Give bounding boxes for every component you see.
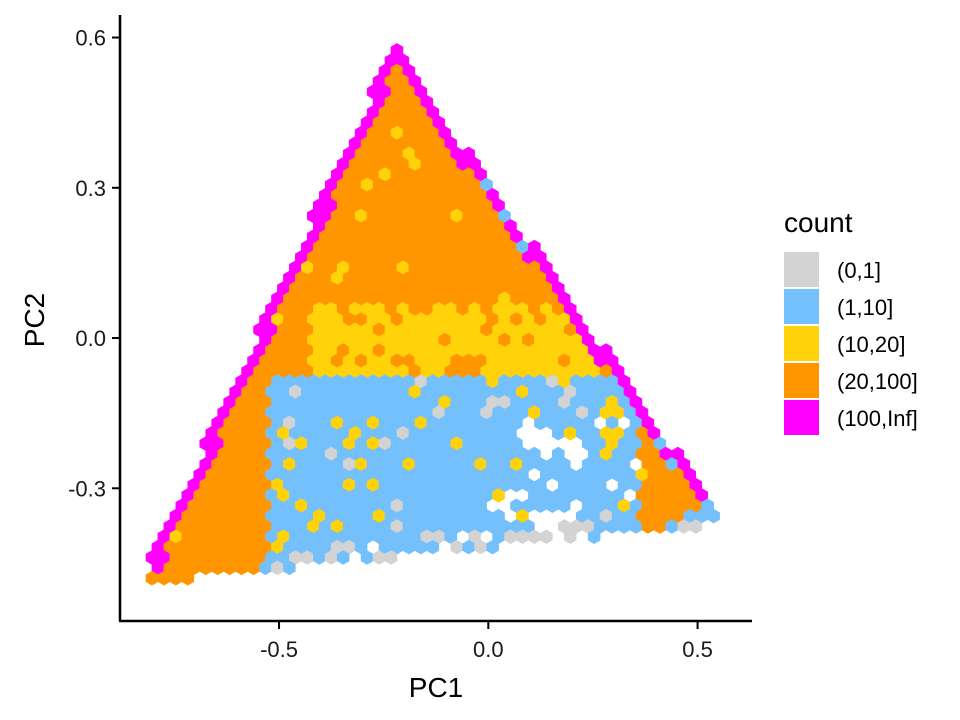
y-tick-label: 0.3 (75, 176, 106, 201)
hex-cell (414, 539, 428, 555)
hex-cell (546, 498, 559, 513)
y-tick-label: -0.3 (68, 476, 106, 501)
y-tick-label: 0.0 (75, 326, 106, 351)
hex-cell (462, 539, 475, 555)
hex-cell (324, 550, 338, 565)
hex-cell (641, 519, 655, 534)
hex-cell (223, 560, 236, 576)
legend-label: (20,100] (837, 369, 918, 394)
hex-cell (199, 560, 213, 576)
legend-swatch (784, 326, 819, 361)
legend-swatch (784, 400, 819, 435)
x-tick-label: 0.0 (473, 637, 504, 662)
hex-cell (510, 477, 523, 493)
hex-cell (665, 519, 679, 534)
hex-cell (492, 488, 505, 503)
hex-cell (372, 550, 386, 565)
legend-swatch (784, 289, 819, 324)
hex-cell (145, 570, 159, 586)
hex-cell (336, 550, 350, 565)
x-axis-ticks: -0.5 0.0 0.5 (260, 621, 713, 662)
hex-cell (474, 539, 487, 555)
y-axis-ticks: 0.6 0.3 0.0 -0.3 (68, 26, 120, 501)
hex-cell (504, 529, 517, 545)
hex-cell (157, 570, 171, 586)
hex-cell (534, 498, 547, 513)
hex-cell (689, 519, 703, 534)
legend-label: (100,Inf] (837, 406, 918, 431)
hex-cell (426, 539, 440, 555)
legend-title: count (784, 207, 853, 238)
hex-cell (552, 426, 565, 441)
hex-cell (301, 550, 314, 565)
hex-cell (617, 519, 631, 534)
hex-cell (181, 570, 195, 586)
hex-cell (653, 519, 667, 534)
legend-swatch (784, 363, 819, 398)
hex-cell (271, 560, 284, 576)
legend-label: (0,1] (837, 258, 881, 283)
hex-cell (540, 529, 553, 545)
x-axis-title: PC1 (409, 672, 463, 703)
hex-cell (450, 539, 463, 555)
hex-cell (629, 519, 643, 534)
hex-cell (557, 498, 571, 513)
hex-cell (677, 519, 691, 534)
hex-cell (360, 550, 374, 565)
hex-cell (402, 539, 416, 555)
hex-cell (259, 560, 272, 576)
hex-cell (235, 560, 248, 576)
hex-cell (247, 560, 260, 576)
legend-label: (10,20] (837, 332, 906, 357)
hex-cell (563, 426, 577, 441)
legend: count (0,1] (1,10] (10,20] (20,100] (100,Inf… (784, 207, 918, 435)
hex-cell (707, 508, 720, 524)
hex-cell (605, 519, 619, 534)
hex-cell (587, 529, 601, 545)
hex-cell (486, 539, 499, 555)
hex-cell (534, 415, 547, 431)
hex-cell (516, 529, 529, 545)
y-tick-label: 0.6 (75, 26, 106, 51)
hexbin-cells (145, 43, 720, 586)
x-tick-label: 0.5 (682, 637, 713, 662)
hex-cell (312, 550, 326, 565)
hex-cell (384, 550, 398, 565)
hex-cell (169, 570, 183, 586)
x-tick-label: -0.5 (260, 637, 298, 662)
y-axis-title: PC2 (19, 293, 50, 347)
hex-cell (211, 560, 224, 576)
hex-cell (283, 560, 296, 576)
hex-cell (563, 529, 577, 545)
hex-cell (528, 529, 541, 545)
legend-label: (1,10] (837, 295, 893, 320)
legend-swatch (784, 252, 819, 287)
